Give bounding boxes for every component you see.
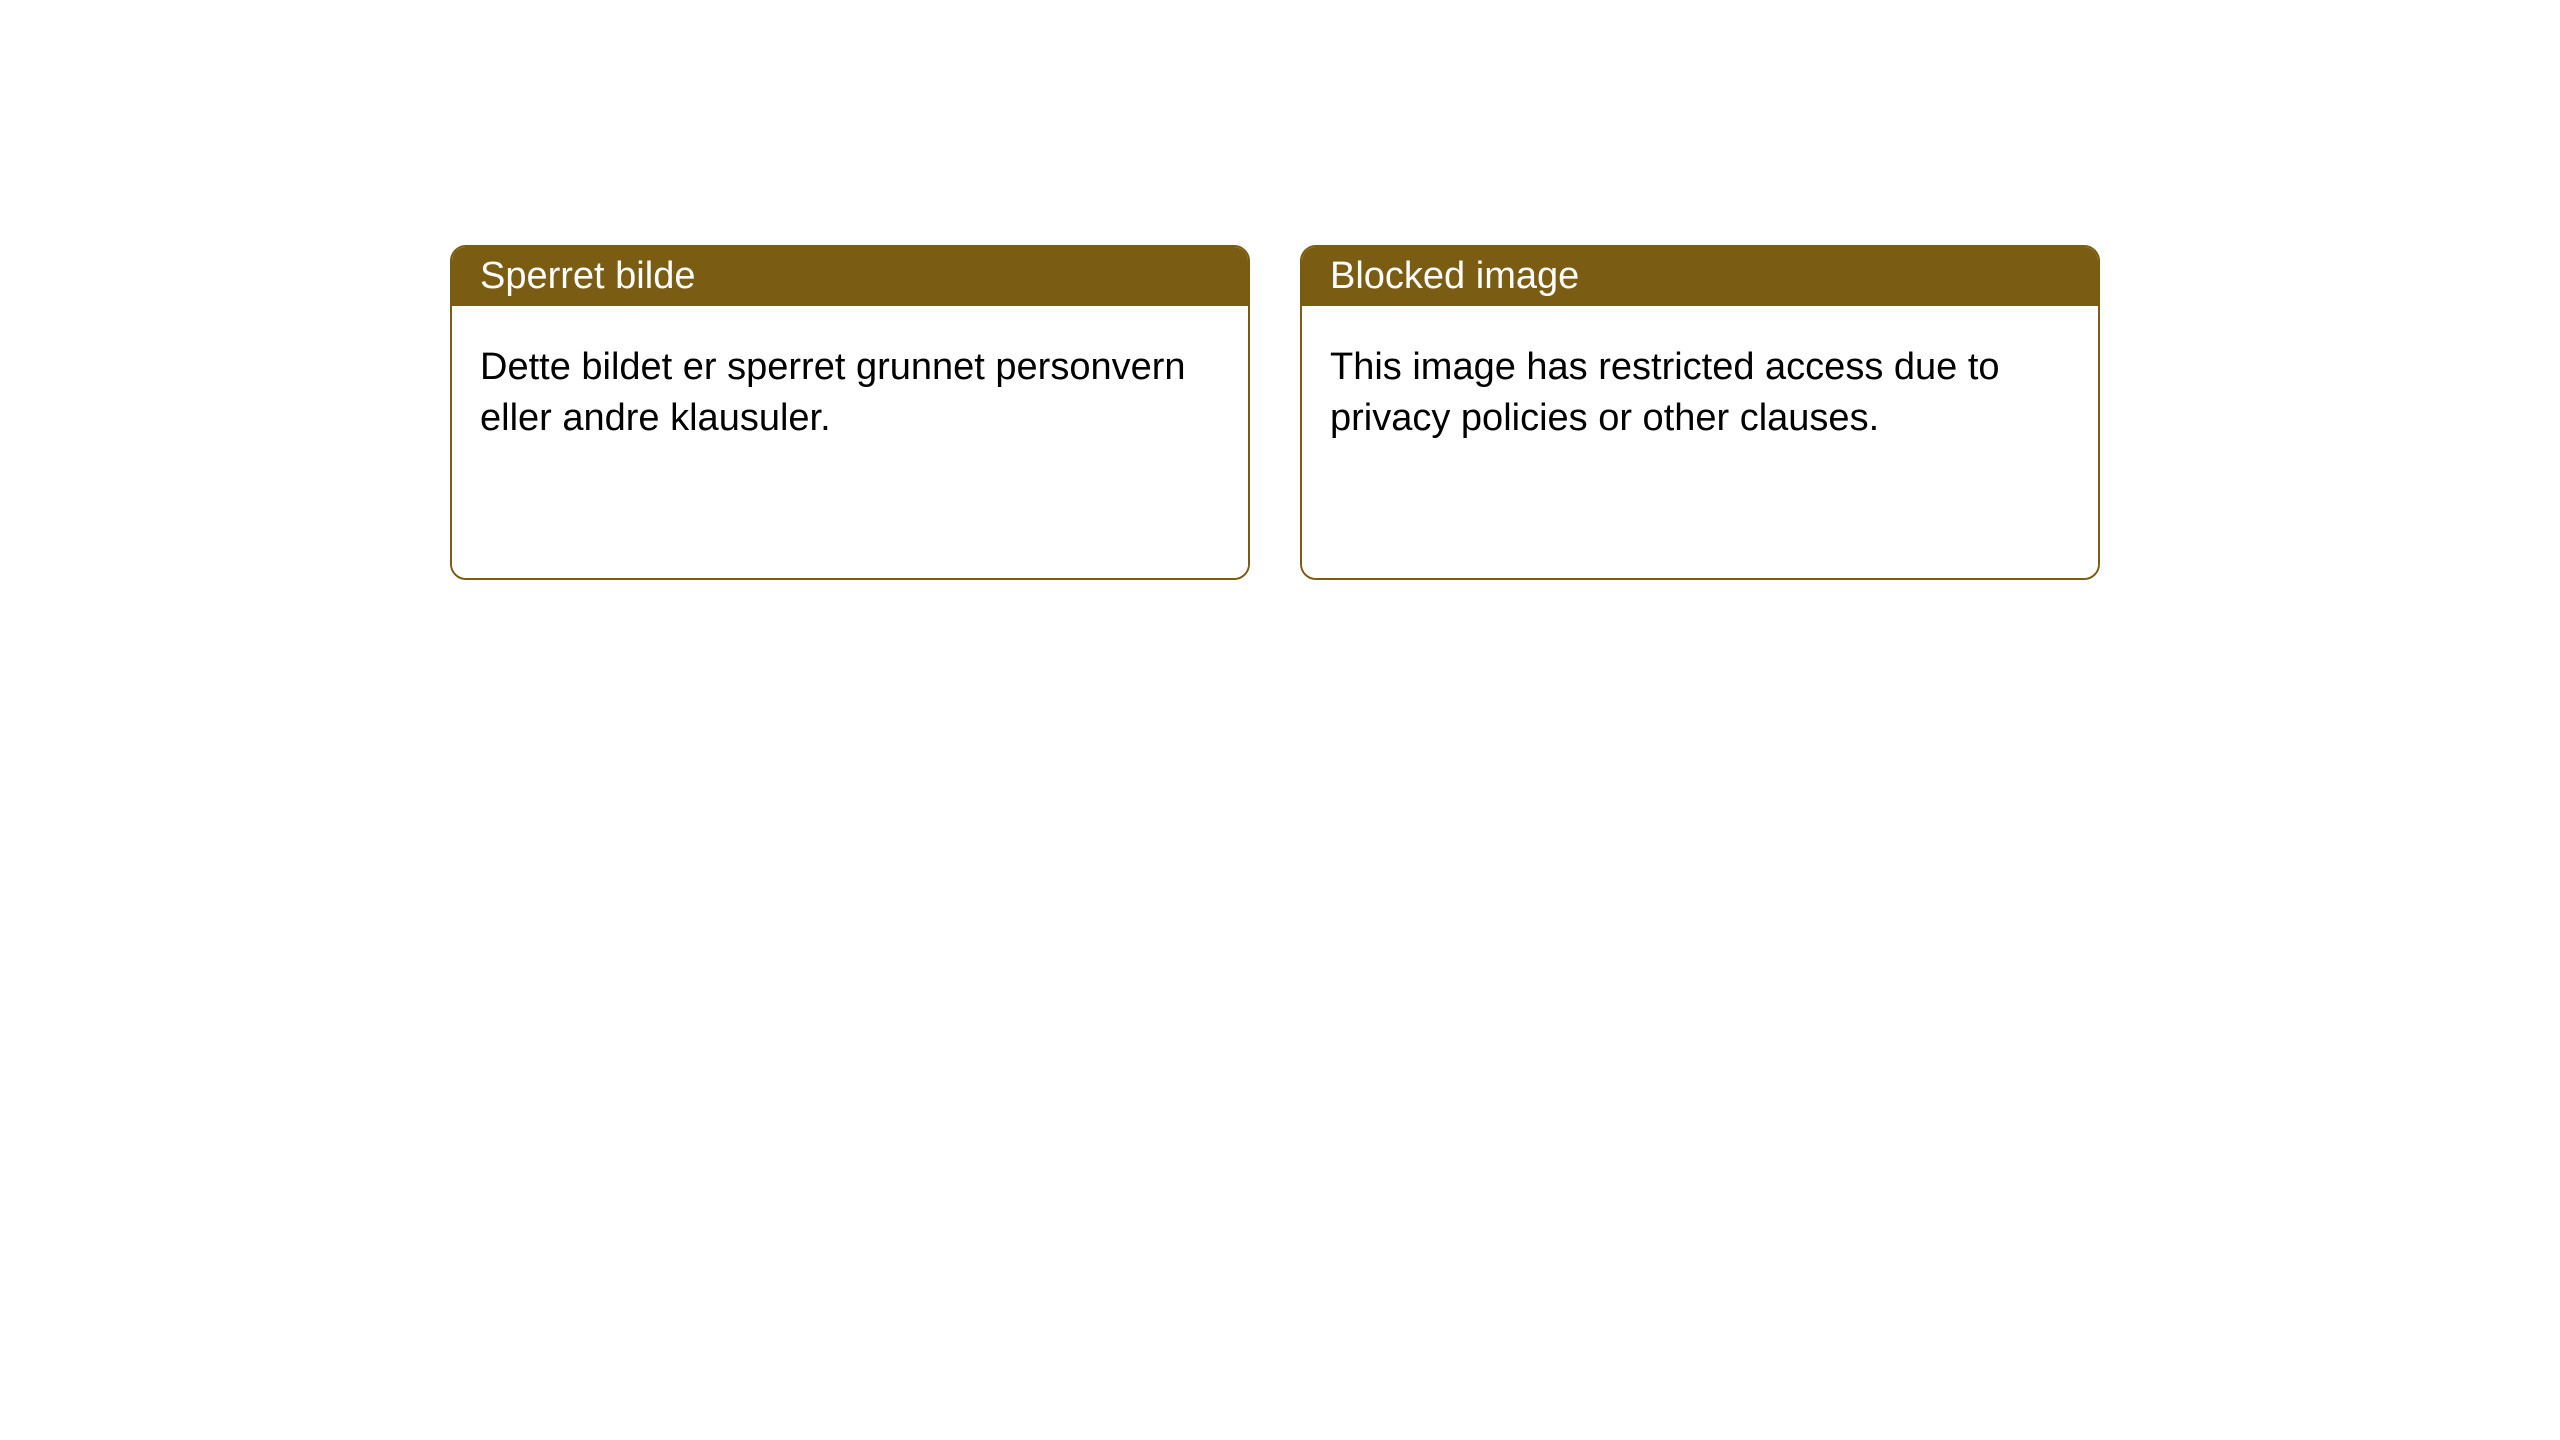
notice-text-english: This image has restricted access due to … [1330,342,2070,445]
notice-body-english: This image has restricted access due to … [1302,306,2098,578]
notice-header-norwegian: Sperret bilde [452,247,1248,306]
notice-title-english: Blocked image [1330,255,1579,297]
notice-container: Sperret bilde Dette bildet er sperret gr… [450,245,2100,580]
notice-card-norwegian: Sperret bilde Dette bildet er sperret gr… [450,245,1250,580]
notice-body-norwegian: Dette bildet er sperret grunnet personve… [452,306,1248,578]
notice-text-norwegian: Dette bildet er sperret grunnet personve… [480,342,1220,445]
notice-header-english: Blocked image [1302,247,2098,306]
notice-title-norwegian: Sperret bilde [480,255,695,297]
notice-card-english: Blocked image This image has restricted … [1300,245,2100,580]
